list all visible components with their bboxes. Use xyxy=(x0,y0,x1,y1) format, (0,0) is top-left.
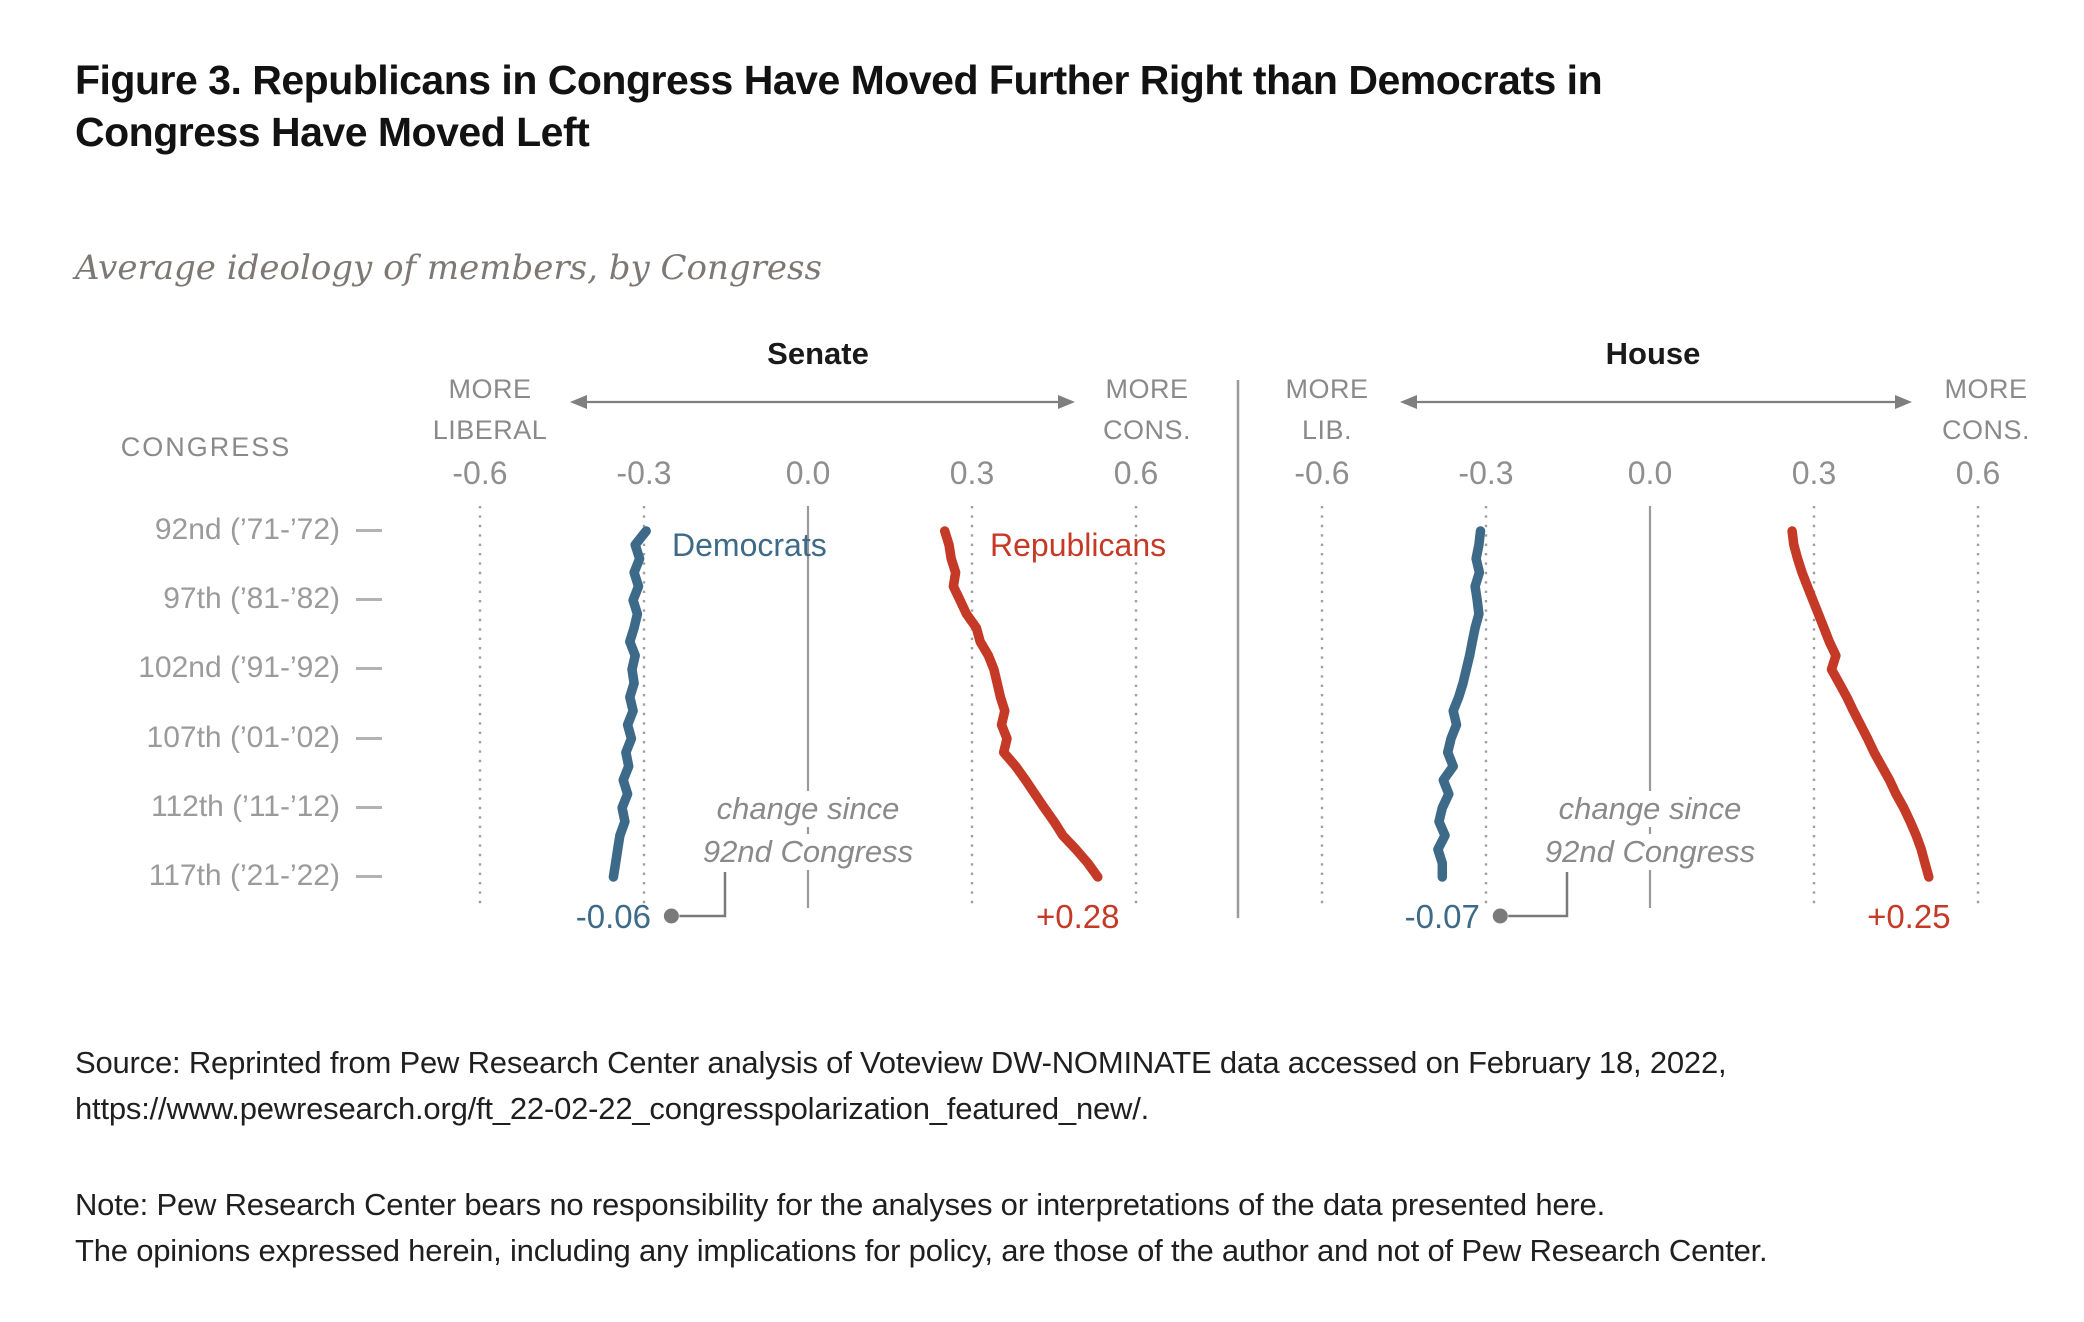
congress-axis-title: CONGRESS xyxy=(120,432,292,462)
congress-row-tick xyxy=(356,875,382,878)
congress-row-tick xyxy=(356,667,382,671)
change-annotation-line-1: change since xyxy=(708,791,908,827)
x-tick-label: 0.3 xyxy=(1791,455,1837,491)
congress-row-label: 102nd (’91-’92) xyxy=(138,651,340,685)
democrat-change-value: -0.06 xyxy=(575,898,651,935)
congress-row-tick xyxy=(356,805,382,809)
source-line-2: https://www.pewresearch.org/ft_22-02-22_… xyxy=(75,1091,1150,1126)
series-label-republicans: Republicans xyxy=(990,527,1167,563)
axis-direction-label-liberal: MORE xyxy=(448,374,532,404)
congress-row-tick xyxy=(356,736,382,740)
x-tick-label: -0.6 xyxy=(452,455,508,491)
x-tick-label: 0.6 xyxy=(1113,455,1159,491)
source-line-1: Source: Reprinted from Pew Research Cent… xyxy=(75,1045,1727,1080)
x-tick-label: 0.6 xyxy=(1955,455,2001,491)
congress-row-label: 117th (’21-’22) xyxy=(148,859,340,892)
axis-direction-label-conservative: CONS. xyxy=(1941,415,2031,445)
panel-title-house: House xyxy=(1605,336,1701,371)
axis-direction-label-liberal: LIB. xyxy=(1301,415,1353,445)
x-tick-label: -0.3 xyxy=(1458,455,1514,491)
note-line-1: Note: Pew Research Center bears no respo… xyxy=(75,1187,1605,1222)
x-tick-label: 0.0 xyxy=(1627,455,1673,491)
republican-change-value: +0.28 xyxy=(1036,898,1120,935)
change-annotation-line-2: 92nd Congress xyxy=(694,834,922,870)
x-tick-label: 0.0 xyxy=(785,455,831,491)
source-block: Source: Reprinted from Pew Research Cent… xyxy=(75,1040,1727,1132)
change-annotation-line-2: 92nd Congress xyxy=(1536,834,1764,870)
note-block: Note: Pew Research Center bears no respo… xyxy=(75,1182,1768,1274)
congress-row-label: 107th (’01-’02) xyxy=(146,720,340,754)
congress-row-label: 92nd (’71-’72) xyxy=(154,513,340,546)
axis-direction-label-liberal: MORE xyxy=(1285,374,1369,404)
note-line-2: The opinions expressed herein, including… xyxy=(75,1233,1768,1268)
change-annotation-line-1: change since xyxy=(1550,791,1750,827)
congress-row-label: 112th (’11-’12) xyxy=(151,789,340,823)
republican-change-value: +0.25 xyxy=(1867,898,1951,935)
congress-row-tick xyxy=(356,529,382,532)
series-label-democrats: Democrats xyxy=(672,527,827,563)
democrat-change-value: -0.07 xyxy=(1404,898,1480,935)
axis-direction-label-conservative: CONS. xyxy=(1102,415,1192,445)
axis-direction-label-liberal: LIBERAL xyxy=(432,415,548,445)
axis-direction-label-conservative: MORE xyxy=(1944,374,2028,404)
panel-title-senate: Senate xyxy=(767,336,869,371)
congress-row-label: 97th (’81-’82) xyxy=(163,582,340,616)
congress-row-tick xyxy=(356,598,382,602)
figure-subtitle: Average ideology of members, by Congress xyxy=(75,248,822,288)
axis-direction-label-conservative: MORE xyxy=(1105,374,1189,404)
figure-title-line-1: Figure 3. Republicans in Congress Have M… xyxy=(75,57,1603,103)
x-tick-label: -0.3 xyxy=(616,455,672,491)
x-tick-label: 0.3 xyxy=(949,455,995,491)
figure-title-line-2: Congress Have Moved Left xyxy=(75,109,590,155)
x-tick-label: -0.6 xyxy=(1294,455,1350,491)
